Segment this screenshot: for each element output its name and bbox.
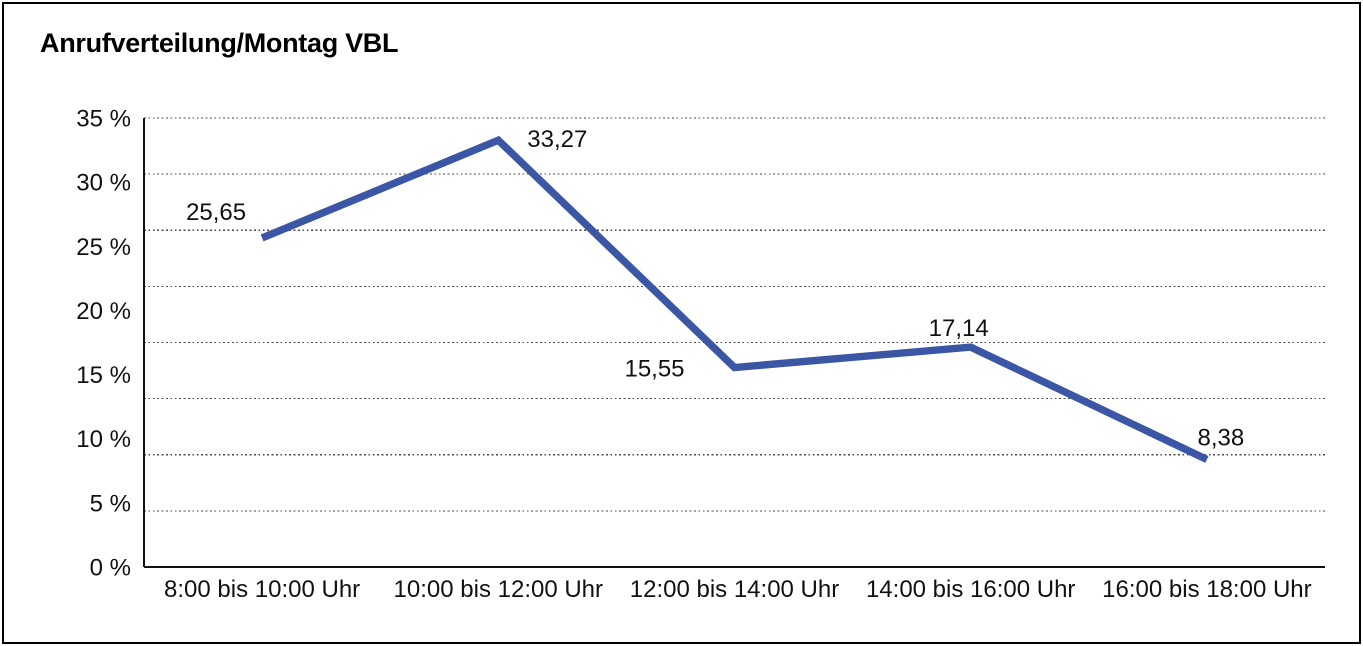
data-point-label: 25,65 [186,199,246,226]
x-axis-category-label: 12:00 bis 14:00 Uhr [630,576,839,603]
chart-title: Anrufverteilung/Montag VBL [40,28,399,58]
x-axis-category-label: 14:00 bis 16:00 Uhr [866,576,1075,603]
data-point-label: 8,38 [1198,424,1245,451]
y-axis-tick-label: 15 % [76,362,131,389]
data-point-label: 33,27 [527,126,587,153]
data-point-label: 15,55 [624,356,684,383]
x-axis-category-label: 8:00 bis 10:00 Uhr [164,576,360,603]
data-point-label: 17,14 [929,315,989,342]
x-axis-category-label: 16:00 bis 18:00 Uhr [1102,576,1311,603]
x-axis-category-label: 10:00 bis 12:00 Uhr [394,576,603,603]
y-axis-tick-label: 25 % [76,234,131,261]
y-axis-tick-label: 5 % [90,490,131,517]
y-axis-tick-label: 35 % [76,106,131,133]
y-axis-tick-label: 0 % [90,555,131,582]
y-axis-tick-label: 20 % [76,298,131,325]
data-line [260,135,1209,463]
y-axis-tick-label: 30 % [76,170,131,197]
y-axis-tick-label: 10 % [76,426,131,453]
